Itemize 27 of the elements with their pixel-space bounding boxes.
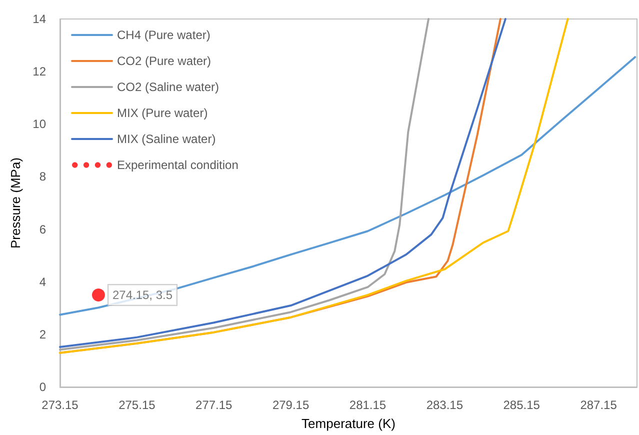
y-tick-label: 6	[39, 222, 46, 236]
legend-label: CH4 (Pure water)	[117, 28, 210, 42]
legend-label: MIX (Pure water)	[117, 106, 208, 120]
x-tick-label: 285.15	[503, 398, 540, 412]
y-tick-label: 10	[32, 117, 46, 132]
line-series	[59, 18, 430, 351]
y-tick-label: 4	[39, 274, 46, 289]
legend-label: CO2 (Saline water)	[117, 80, 220, 94]
x-tick-label: 277.15	[196, 398, 233, 412]
y-tick-label: 12	[32, 64, 46, 79]
x-tick-label: 273.15	[42, 398, 79, 412]
legend-label: CO2 (Pure water)	[117, 54, 212, 68]
y-axis-title: Pressure (MPa)	[8, 157, 23, 249]
x-axis-title: Temperature (K)	[302, 416, 396, 431]
legend-label: MIX (Saline water)	[117, 132, 216, 146]
x-tick-label: 287.15	[580, 398, 618, 412]
y-tick-label: 0	[39, 380, 46, 394]
x-tick-label: 283.15	[426, 398, 464, 412]
y-tick-label: 14	[32, 12, 46, 26]
annotation: 274.15, 3.5	[112, 288, 173, 302]
legend-label: Experimental condition	[117, 158, 238, 172]
y-tick-label: 2	[39, 327, 46, 342]
y-tick-label: 8	[39, 170, 46, 184]
x-tick-label: 275.15	[118, 398, 156, 412]
x-tick-label: 279.15	[272, 398, 310, 412]
line-series	[59, 56, 636, 316]
x-tick-label: 281.15	[349, 398, 386, 412]
